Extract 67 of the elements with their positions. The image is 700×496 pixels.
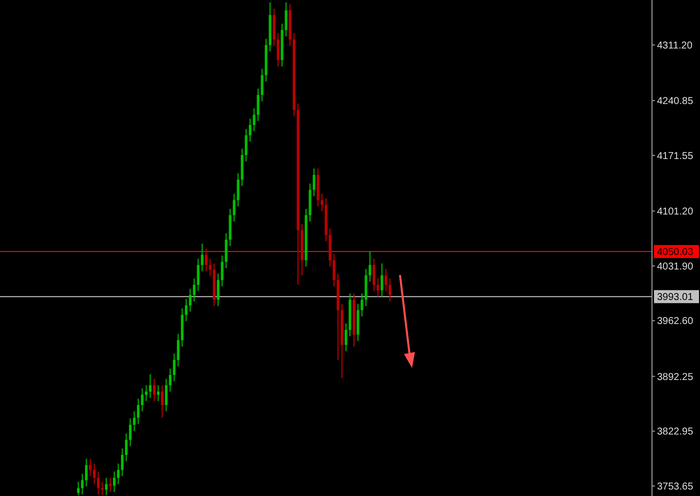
candlestick — [77, 481, 80, 496]
candlestick — [204, 248, 208, 272]
candlestick — [196, 258, 200, 292]
candlestick — [284, 2, 288, 37]
candlestick — [344, 323, 348, 352]
candlestick — [256, 88, 260, 122]
candlestick — [116, 463, 120, 485]
ref-line-label: 4050.03 — [657, 247, 694, 258]
candlestick — [112, 470, 116, 493]
candlestick — [232, 193, 236, 222]
y-tick-label: 3753.65 — [657, 481, 694, 492]
candlestick — [216, 273, 220, 307]
candlestick — [156, 384, 160, 402]
ref-line-label: 3993.01 — [657, 292, 694, 304]
candlestick — [384, 268, 388, 292]
candlestick — [376, 278, 380, 298]
candlestick — [168, 368, 172, 392]
candlestick — [132, 410, 136, 432]
candlestick — [100, 481, 104, 496]
candlestick — [360, 292, 364, 317]
candlestick — [220, 255, 224, 287]
candlestick — [320, 193, 324, 212]
candlestick — [332, 253, 336, 287]
candlestick — [172, 353, 176, 382]
candlestick — [388, 278, 392, 302]
candlestick — [188, 288, 192, 312]
candlestick — [120, 448, 124, 477]
y-tick-label: 4240.85 — [657, 96, 694, 108]
candlestick — [236, 172, 240, 207]
candlestick — [81, 473, 84, 495]
candlestick — [224, 232, 228, 269]
candlestick — [380, 262, 384, 298]
y-tick-label: 3892.25 — [657, 372, 694, 383]
candlestick — [88, 458, 92, 477]
candlestick — [152, 378, 156, 402]
candlestick — [248, 118, 252, 142]
candlestick — [124, 433, 128, 462]
y-tick-label: 4101.20 — [657, 206, 694, 218]
candlestick — [96, 470, 100, 495]
candlestick — [192, 278, 196, 302]
candlestick — [260, 68, 264, 102]
candlestick — [200, 243, 204, 272]
candlestick — [176, 333, 180, 367]
candlestick — [244, 128, 248, 162]
candlestick — [252, 108, 256, 132]
candlestick — [92, 463, 96, 485]
candlestick — [160, 384, 164, 418]
candlestick — [372, 258, 376, 292]
y-tick-label: 4171.55 — [657, 150, 694, 162]
candlestick — [108, 477, 112, 493]
candlestick — [136, 398, 140, 425]
candlestick — [144, 384, 148, 402]
candlestick — [368, 251, 372, 282]
y-tick-label: 4031.90 — [657, 261, 694, 272]
candlestick — [276, 32, 280, 67]
y-tick-label: 3822.95 — [657, 426, 694, 438]
candlestick — [104, 477, 108, 496]
candlestick — [184, 298, 188, 322]
candlestick — [128, 418, 132, 447]
candlestick — [164, 378, 168, 412]
candlestick — [312, 168, 316, 197]
candlestick — [208, 258, 212, 277]
candlestick — [148, 374, 152, 398]
candlestick — [140, 388, 144, 412]
candlestick — [84, 458, 88, 488]
y-tick-label: 3962.60 — [657, 316, 694, 328]
y-tick-label: 4311.20 — [657, 40, 693, 52]
